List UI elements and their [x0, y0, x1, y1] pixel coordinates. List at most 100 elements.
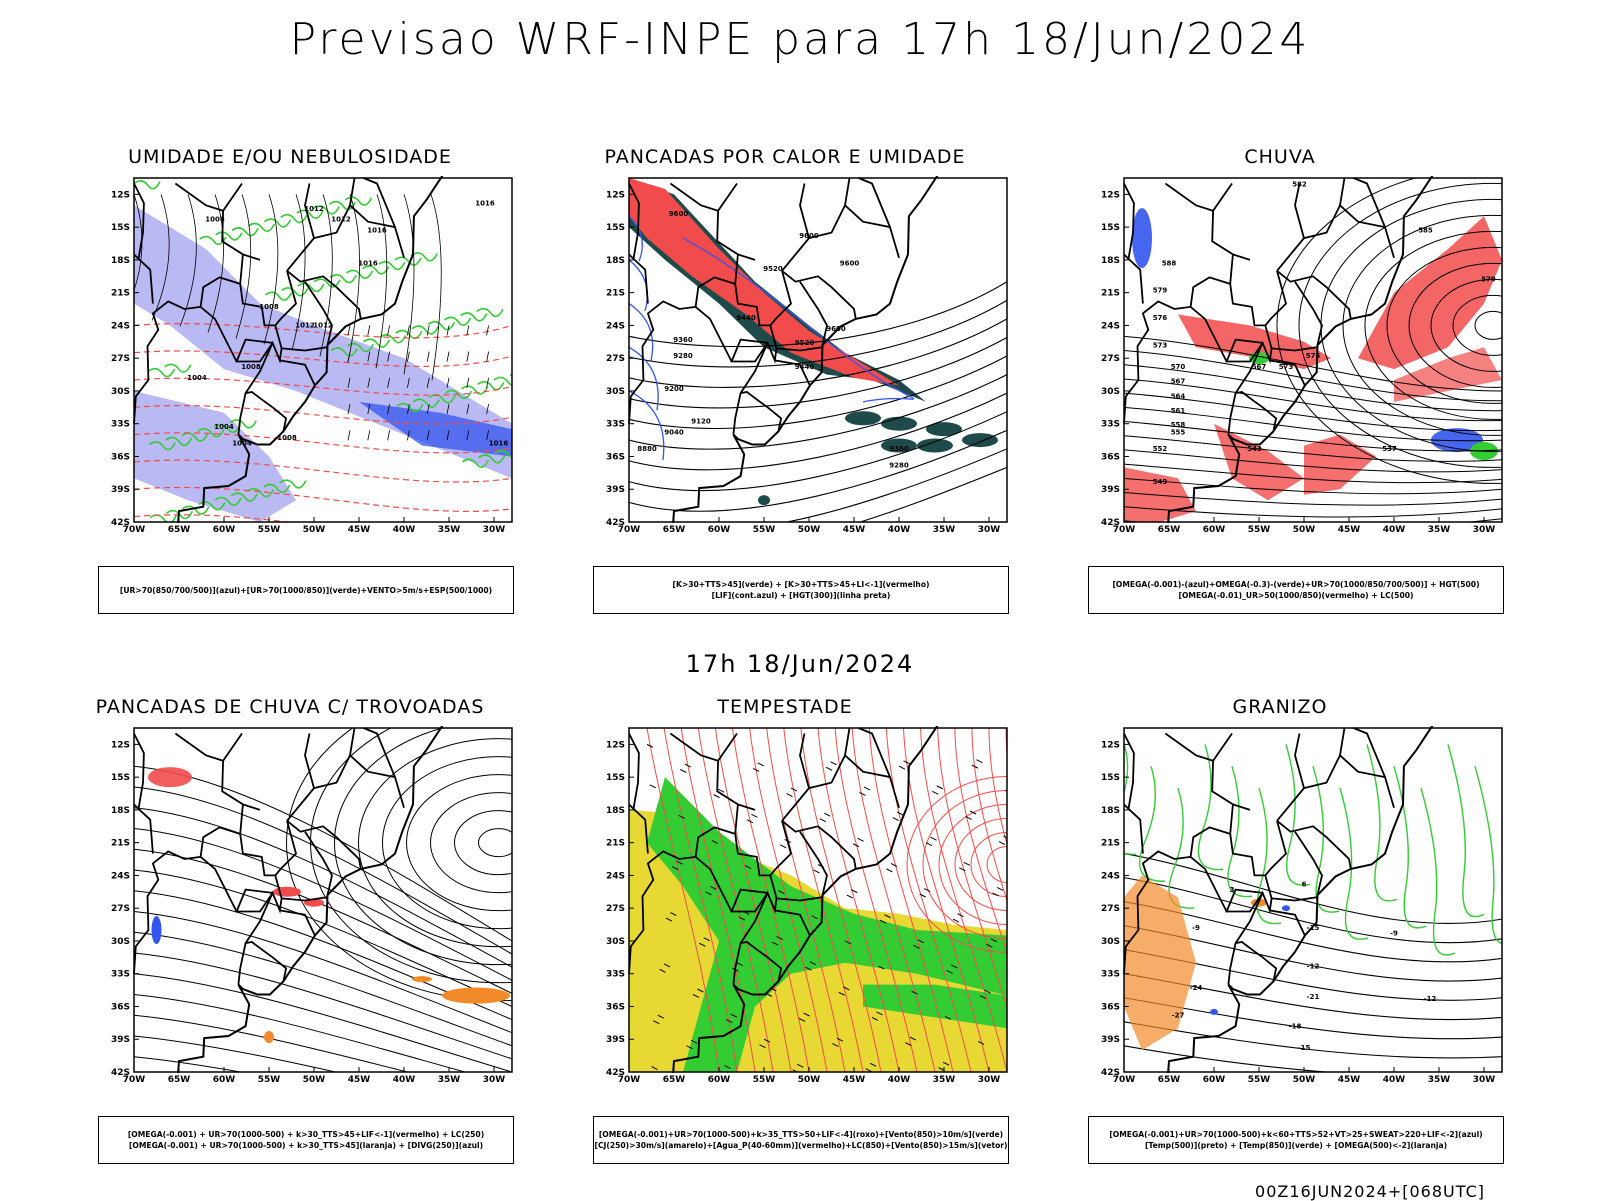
geopotential-contour: [1124, 463, 1502, 484]
contour-label: 9440: [795, 363, 815, 371]
low-level-humidity-contour: [230, 492, 258, 502]
rain-area: [1304, 434, 1376, 495]
lat-label: 15S: [111, 773, 130, 783]
country-border: [1164, 182, 1273, 435]
wind-vector: [977, 1040, 985, 1045]
contour-label: -21: [1307, 993, 1320, 1001]
contour-label: -18: [1289, 1022, 1302, 1030]
geopotential-contour: [1124, 477, 1502, 495]
lat-label: 12S: [111, 190, 130, 200]
lat-label: 27S: [606, 904, 625, 914]
wind-vector: [367, 377, 371, 388]
geopotential-contour: [1124, 421, 1502, 452]
lon-label: 35W: [1428, 525, 1451, 535]
low-level-humidity-contour: [494, 449, 512, 459]
wind-vector: [659, 968, 666, 973]
country-border: [1189, 276, 1231, 362]
convective-index-area: [962, 433, 998, 448]
geopotential-contour: [1124, 364, 1502, 412]
pressure-contour: [151, 194, 170, 321]
lat-label: 27S: [606, 354, 625, 364]
streamline-850: [646, 728, 720, 1072]
country-border: [776, 896, 822, 902]
lon-label: 55W: [1248, 1075, 1271, 1085]
lat-label: 39S: [1101, 1035, 1120, 1045]
country-border: [808, 753, 900, 808]
wind-vector: [678, 814, 685, 819]
political-borders: [1123, 726, 1434, 1074]
lon-label: 30W: [978, 1075, 1001, 1085]
legend-box: [OMEGA(-0.001)+UR>70(1000-500)+k>35_TTS>…: [593, 1116, 1009, 1164]
low-level-humidity-contour: [427, 321, 456, 331]
lon-label: 35W: [933, 1075, 956, 1085]
lat-label: 33S: [1101, 970, 1120, 980]
wind-vector: [825, 766, 833, 771]
wind-vector: [896, 811, 904, 816]
wind-vector: [651, 1066, 658, 1070]
low-level-humidity-contour: [246, 488, 275, 498]
lat-label: 39S: [606, 485, 625, 495]
legend-line: [Temp(500)](preto) + [Temp(850)](verde) …: [1144, 1141, 1448, 1150]
pressure-contour: [179, 194, 197, 327]
contour-label: 576: [1153, 314, 1168, 322]
wind-vector: [407, 430, 410, 441]
contour-label: 579: [1153, 287, 1168, 295]
lifted-index-contour: [629, 259, 649, 312]
low-level-humidity-contour: [313, 278, 341, 288]
wind-vector: [1004, 789, 1007, 792]
wind-vector: [969, 810, 977, 815]
lat-label: 15S: [1101, 223, 1120, 233]
lon-label: 50W: [1293, 525, 1316, 535]
low-level-humidity-contour: [148, 441, 177, 451]
low-level-humidity-contour: [444, 316, 472, 326]
legend-line: [LIF](cont.azul) + [HGT(300)](linha pret…: [711, 591, 891, 600]
wind-vector: [711, 840, 719, 844]
country-border: [628, 803, 649, 854]
country-border: [1276, 183, 1305, 272]
wind-vector: [670, 912, 677, 917]
contour-label: 1016: [489, 440, 509, 448]
wind-vector: [832, 1043, 839, 1048]
lat-label: 15S: [1101, 773, 1120, 783]
low-level-humidity-contour: [297, 282, 325, 293]
contour-label: -9: [1390, 929, 1398, 937]
lon-label: 60W: [213, 525, 236, 535]
plot-border: [133, 177, 513, 523]
lon-label: 30W: [483, 1075, 506, 1085]
country-border: [799, 281, 828, 346]
contour-label: 564: [1171, 393, 1186, 401]
lat-label: 21S: [606, 289, 625, 299]
contour-label: 9120: [691, 418, 711, 426]
convective-area: [442, 987, 510, 1004]
contour-label: 549: [1153, 478, 1168, 486]
streamline-850: [714, 728, 792, 1072]
wind-vector: [996, 886, 1004, 891]
contour-label: -15: [1298, 1044, 1311, 1052]
legend-line: [UR>70(850/700/500)](azul)+[UR>70(1000/8…: [119, 585, 493, 595]
wind-vector: [736, 962, 744, 967]
wind-vector: [446, 325, 450, 336]
wind-vector: [446, 403, 450, 415]
country-border: [349, 727, 356, 756]
legend-line: [OMEGA(-0.001)+UR>70(1000-500)+k>35_TTS>…: [598, 1130, 1004, 1139]
contour-label: 567: [1171, 377, 1186, 385]
lat-label: 21S: [606, 839, 625, 849]
lon-label: 55W: [753, 525, 776, 535]
wind-vector: [709, 885, 717, 890]
streamline-850: [885, 728, 972, 1072]
streamline: [430, 792, 512, 894]
rain-area: [1358, 216, 1502, 370]
country-border: [774, 909, 811, 936]
lat-label: 39S: [606, 1035, 625, 1045]
wind-vector: [952, 918, 960, 923]
wind-vector: [944, 1015, 952, 1020]
streamline: [134, 807, 512, 968]
low-level-humidity-contour: [247, 222, 276, 233]
wind-vector: [407, 325, 410, 336]
low-level-humidity-contour: [281, 287, 309, 297]
contour-label: 555: [1171, 429, 1186, 437]
panel-title: PANCADAS POR CALOR E UMIDADE: [604, 146, 966, 168]
country-border: [808, 203, 900, 258]
